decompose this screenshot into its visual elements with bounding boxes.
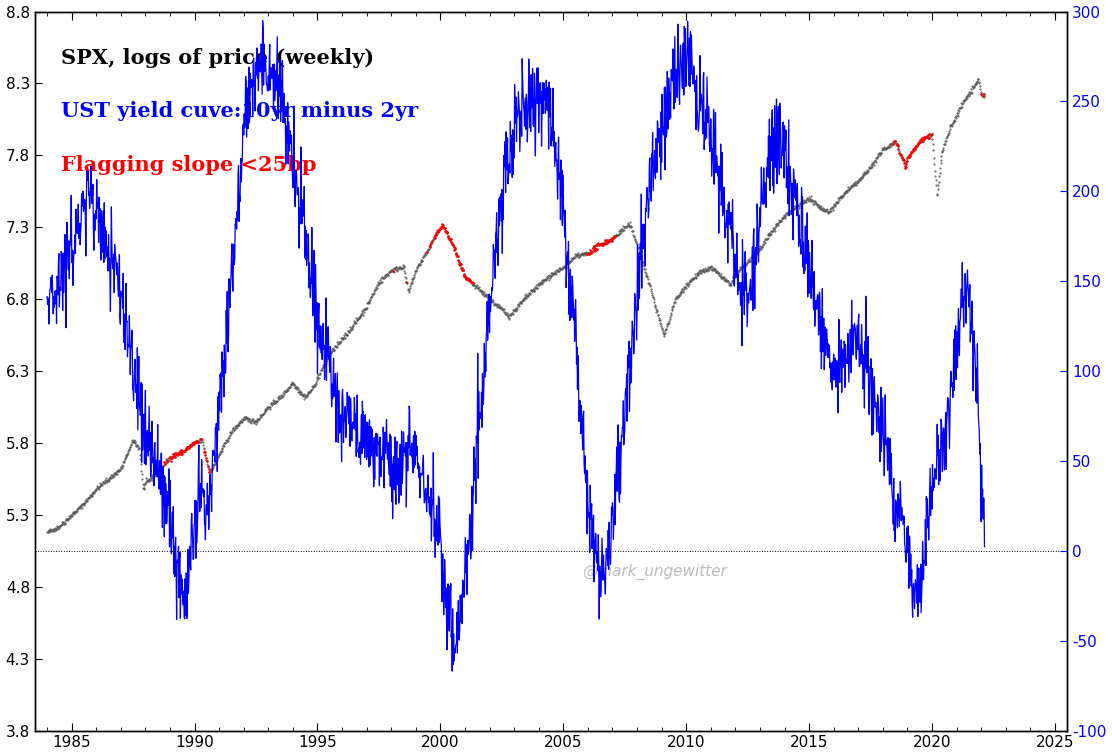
Text: UST yield cuve:10yr minus 2yr: UST yield cuve:10yr minus 2yr — [60, 101, 418, 122]
Text: Flagging slope <25bp: Flagging slope <25bp — [60, 156, 316, 175]
Text: @mark_ungewitter: @mark_ungewitter — [582, 564, 726, 581]
Text: SPX, logs of price (weekly): SPX, logs of price (weekly) — [60, 48, 374, 67]
